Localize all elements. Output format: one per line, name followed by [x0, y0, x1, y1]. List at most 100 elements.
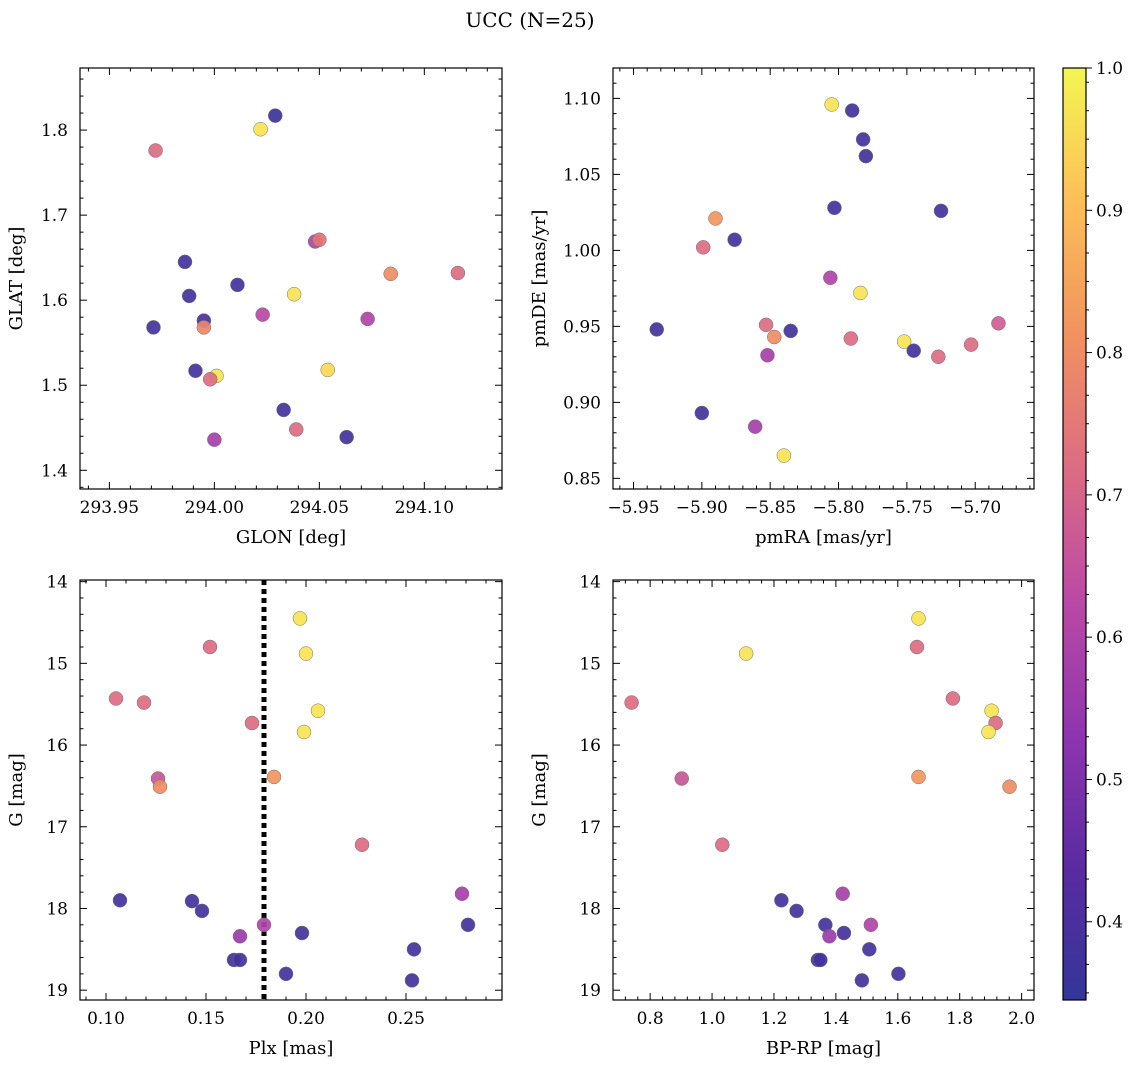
y-tick-label: 14 — [46, 573, 68, 593]
data-point — [354, 837, 370, 852]
data-point — [853, 285, 868, 301]
y-tick-label: 0.85 — [563, 469, 601, 489]
data-point — [1002, 779, 1017, 794]
data-point — [906, 343, 921, 358]
data-point — [202, 639, 218, 655]
y-tick-label: 18 — [46, 899, 68, 919]
y-tick-label: 1.8 — [41, 121, 68, 141]
y-tick-label: 0.90 — [563, 393, 601, 413]
x-tick-label: −5.90 — [676, 498, 728, 518]
x-tick-label: 0.8 — [637, 1009, 664, 1029]
pm-panel: −5.95 −5.90 −5.85 −5.80 −5.75 −5.70 0.85 0.90 0.… — [529, 67, 1035, 548]
data-point — [931, 349, 946, 365]
data-point — [288, 422, 304, 437]
data-point — [911, 769, 926, 785]
glon-glat-panel: 293.95 294.00 294.05 294.10 1.4 1.5 1.6 1.7 1.8 G… — [6, 67, 503, 548]
data-point — [454, 886, 470, 902]
x-axis-label: BP-RP [mag] — [766, 1038, 881, 1059]
y-tick-label: 17 — [579, 818, 601, 838]
colorbar-tick-label: 1.0 — [1096, 59, 1123, 79]
data-point — [360, 311, 375, 327]
x-tick-label: 294.10 — [395, 498, 454, 518]
x-tick-label: −5.70 — [949, 498, 1001, 518]
data-point — [181, 288, 197, 304]
data-point — [963, 337, 979, 352]
data-point — [320, 362, 335, 378]
x-tick-label: −5.95 — [607, 498, 659, 518]
data-point — [649, 322, 664, 337]
data-point — [674, 771, 689, 786]
data-point — [266, 769, 282, 785]
data-point — [268, 108, 283, 123]
x-tick-label: 294.00 — [185, 498, 244, 518]
colorbar-tick-label: 0.8 — [1096, 344, 1123, 364]
y-tick-label: 1.5 — [41, 376, 68, 396]
data-point — [789, 903, 804, 919]
data-point — [984, 703, 999, 718]
colorbar-tick-label: 0.6 — [1096, 628, 1123, 648]
y-tick-label: 14 — [579, 573, 601, 593]
x-tick-label: 1.4 — [822, 1009, 849, 1029]
colorbar-frame — [1062, 67, 1087, 1001]
data-point — [278, 966, 294, 982]
plx-g-panel: 0.10 0.15 0.20 0.25 14 15 16 17 18 19 Plx [mas] G [… — [6, 573, 503, 1059]
data-point — [708, 211, 723, 226]
colorbar: 0.4 0.5 0.6 0.7 0.8 0.9 1.0 — [1062, 59, 1123, 1001]
data-point — [136, 695, 152, 710]
axes-frame — [79, 579, 503, 1001]
data-point — [294, 925, 310, 941]
scatter-panels: 293.95 294.00 294.05 294.10 1.4 1.5 1.6 1.7 1.8 G… — [6, 67, 1035, 1059]
data-point — [760, 348, 775, 363]
x-tick-label: 1.0 — [699, 1009, 726, 1029]
y-tick-label: 1.00 — [563, 241, 601, 261]
data-point — [823, 270, 838, 285]
data-point — [194, 903, 210, 919]
data-point — [747, 419, 763, 434]
y-axis-label: G [mag] — [6, 753, 27, 826]
data-point — [715, 837, 730, 852]
data-point — [896, 334, 912, 349]
colorbar-tick-label: 0.5 — [1096, 770, 1123, 790]
data-point — [339, 429, 354, 445]
data-point — [253, 121, 268, 137]
data-point — [933, 203, 949, 219]
data-point — [146, 320, 161, 335]
data-point — [148, 143, 163, 158]
data-point — [822, 929, 837, 944]
data-point — [981, 724, 996, 740]
data-point — [112, 893, 128, 908]
data-point — [774, 893, 789, 908]
data-point — [460, 917, 476, 933]
data-point — [835, 886, 850, 902]
data-point — [813, 952, 828, 968]
data-point — [188, 363, 203, 379]
y-tick-label: 19 — [579, 981, 601, 1001]
data-point — [404, 973, 420, 988]
data-point — [624, 695, 639, 710]
figure-title: UCC (N=25) — [465, 8, 594, 32]
data-point — [108, 691, 124, 706]
y-tick-label: 18 — [579, 899, 601, 919]
x-tick-label: 1.8 — [946, 1009, 973, 1029]
data-point — [836, 925, 852, 941]
data-point — [255, 307, 270, 322]
data-point — [862, 942, 877, 957]
data-point — [152, 779, 168, 794]
y-axis-label: GLAT [deg] — [6, 227, 27, 331]
x-tick-label: 0.15 — [187, 1009, 225, 1029]
data-point — [310, 703, 326, 718]
x-axis-label: GLON [deg] — [236, 527, 346, 548]
data-point — [286, 286, 302, 302]
data-point — [312, 232, 327, 248]
data-point — [177, 254, 193, 270]
data-point — [276, 402, 291, 418]
x-tick-label: 2.0 — [1008, 1009, 1035, 1029]
x-tick-label: 0.10 — [87, 1009, 125, 1029]
data-point — [406, 942, 422, 957]
x-tick-label: 0.25 — [387, 1009, 425, 1029]
data-point — [232, 929, 248, 944]
y-tick-label: 1.7 — [41, 206, 68, 226]
data-point — [858, 148, 874, 164]
data-point — [827, 200, 842, 216]
x-tick-label: −5.75 — [881, 498, 933, 518]
